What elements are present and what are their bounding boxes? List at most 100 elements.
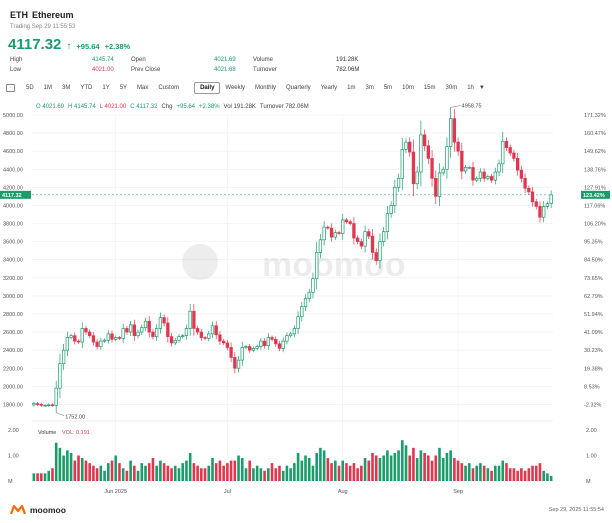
candle xyxy=(281,337,285,353)
vol-tick-right: M xyxy=(586,479,591,485)
volume-bar xyxy=(88,463,91,481)
candle-body xyxy=(285,335,289,342)
volume-bar xyxy=(151,458,155,481)
candle-body xyxy=(132,324,136,337)
chart-mode-icon[interactable]: ▫ xyxy=(6,84,15,92)
volume-bar xyxy=(118,463,121,481)
vol-tick-left: 1.00 xyxy=(8,454,19,460)
pct-tick-label: 62.79% xyxy=(584,294,603,300)
candle xyxy=(229,342,233,363)
candle xyxy=(489,173,494,183)
candle-body xyxy=(236,359,241,369)
tf-5d[interactable]: 5D xyxy=(26,85,34,91)
volume-bar xyxy=(304,455,307,481)
period-1h[interactable]: 1h xyxy=(467,85,474,91)
period-daily[interactable]: Daily xyxy=(194,82,221,94)
period-10m[interactable]: 10m xyxy=(402,85,414,91)
candle-body xyxy=(303,298,308,308)
candle xyxy=(311,272,315,299)
candle xyxy=(419,120,423,187)
candle xyxy=(482,168,486,182)
trading-time: Trading Sep 29 11:55:53 xyxy=(10,24,76,30)
volume-bar xyxy=(382,455,385,481)
volume-bar xyxy=(371,452,374,481)
x-tick-label: Aug xyxy=(338,489,348,495)
candle-body xyxy=(199,331,203,338)
candle xyxy=(508,144,512,157)
volume-bar xyxy=(453,458,456,481)
period-1m[interactable]: 1m xyxy=(347,85,356,91)
candle-body xyxy=(378,241,382,261)
x-tick-label: Jul xyxy=(224,489,231,495)
volume-bar xyxy=(460,463,464,481)
candle xyxy=(449,107,453,158)
volume-bar xyxy=(162,463,166,481)
ohlc-open: O 4021.69 xyxy=(36,104,65,110)
volume-bar xyxy=(527,468,531,481)
candle-body xyxy=(471,167,475,181)
stat-low-value: 4021.00 xyxy=(92,67,114,73)
period-15m[interactable]: 15m xyxy=(423,85,436,91)
candle-body xyxy=(296,316,300,329)
volume-bar xyxy=(378,458,382,481)
candle xyxy=(285,332,289,345)
candle-body xyxy=(452,118,457,143)
candle xyxy=(393,179,397,214)
candle xyxy=(288,331,293,338)
tf-1y[interactable]: 1Y xyxy=(102,85,110,91)
volume-bar xyxy=(170,468,173,481)
volume-bar xyxy=(99,465,103,481)
candle xyxy=(300,301,304,322)
tf-custom[interactable]: Custom xyxy=(158,85,180,91)
volume-bar xyxy=(356,468,359,481)
candle xyxy=(501,131,505,174)
candle xyxy=(233,352,237,374)
volume-bar xyxy=(467,463,471,481)
volume-bar xyxy=(252,468,255,481)
candle xyxy=(203,335,207,341)
stat-high-label: High xyxy=(10,57,23,63)
period-yearly[interactable]: Yearly xyxy=(320,85,338,91)
tf-max[interactable]: Max xyxy=(137,85,149,91)
candle xyxy=(463,164,468,174)
candle xyxy=(415,166,419,190)
candle xyxy=(370,229,375,260)
candle xyxy=(422,129,427,151)
candle xyxy=(65,331,70,356)
volume-bar xyxy=(166,465,170,481)
period-30m[interactable]: 30m xyxy=(445,85,458,91)
candle xyxy=(35,401,40,407)
period-3m[interactable]: 3m xyxy=(365,85,374,91)
ohlc-chg-label: Chg xyxy=(161,104,173,110)
candle-body xyxy=(456,141,460,152)
tf-1m[interactable]: 1M xyxy=(43,85,53,91)
period-weekly[interactable]: Weekly xyxy=(225,85,245,91)
period-monthly[interactable]: Monthly xyxy=(254,85,276,91)
tf-5y[interactable]: 5Y xyxy=(119,85,128,91)
chevron-down-icon[interactable]: ▼ xyxy=(478,85,485,91)
candle xyxy=(177,333,181,343)
candle-body xyxy=(449,118,453,148)
volume-bar xyxy=(114,455,118,481)
period-5m[interactable]: 5m xyxy=(383,85,393,91)
candle xyxy=(549,190,553,209)
volume-bar xyxy=(32,473,36,481)
volume-bar xyxy=(259,468,263,481)
tf-ytd[interactable]: YTD xyxy=(80,85,93,91)
volume-bar xyxy=(296,452,300,481)
tf-3m[interactable]: 3M xyxy=(62,85,71,91)
candle xyxy=(143,317,148,332)
volume-bar xyxy=(315,452,318,481)
volume-bar xyxy=(307,458,311,481)
volume-bar xyxy=(427,455,430,481)
period-quarterly[interactable]: Quarterly xyxy=(285,85,311,91)
volume-bar xyxy=(333,460,337,481)
volume-bar xyxy=(445,452,449,481)
stat-turnover-value: 782.06M xyxy=(336,67,360,73)
candle-body xyxy=(542,206,546,218)
candle-body xyxy=(482,171,486,179)
candles xyxy=(32,107,553,413)
candle-body xyxy=(389,205,393,214)
volume-bar xyxy=(516,470,519,481)
